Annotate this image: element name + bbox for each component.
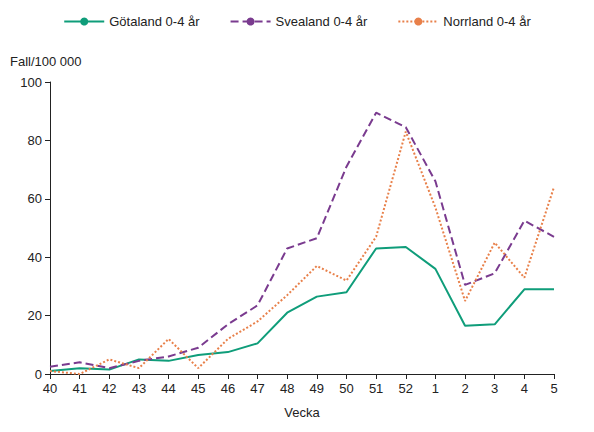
svg-text:20: 20 <box>28 308 42 323</box>
svg-text:42: 42 <box>102 381 116 396</box>
svg-text:48: 48 <box>280 381 294 396</box>
svg-text:Götaland 0-4 år: Götaland 0-4 år <box>109 14 200 29</box>
svg-text:40: 40 <box>28 250 42 265</box>
svg-text:5: 5 <box>550 381 557 396</box>
svg-text:80: 80 <box>28 133 42 148</box>
svg-text:4: 4 <box>521 381 528 396</box>
svg-text:52: 52 <box>399 381 413 396</box>
svg-text:0: 0 <box>35 367 42 382</box>
svg-text:49: 49 <box>310 381 324 396</box>
svg-text:45: 45 <box>191 381 205 396</box>
svg-text:Fall/100 000: Fall/100 000 <box>10 54 82 69</box>
svg-text:40: 40 <box>43 381 57 396</box>
svg-text:44: 44 <box>161 381 175 396</box>
svg-text:43: 43 <box>132 381 146 396</box>
svg-text:Vecka: Vecka <box>284 405 320 420</box>
svg-text:1: 1 <box>432 381 439 396</box>
svg-text:2: 2 <box>461 381 468 396</box>
svg-text:46: 46 <box>221 381 235 396</box>
svg-text:60: 60 <box>28 191 42 206</box>
svg-text:Norrland 0-4 år: Norrland 0-4 år <box>443 14 531 29</box>
svg-text:Svealand 0-4 år: Svealand 0-4 år <box>276 14 368 29</box>
svg-text:100: 100 <box>20 75 42 90</box>
svg-text:50: 50 <box>339 381 353 396</box>
svg-text:47: 47 <box>250 381 264 396</box>
svg-text:51: 51 <box>369 381 383 396</box>
svg-text:41: 41 <box>72 381 86 396</box>
svg-text:3: 3 <box>491 381 498 396</box>
